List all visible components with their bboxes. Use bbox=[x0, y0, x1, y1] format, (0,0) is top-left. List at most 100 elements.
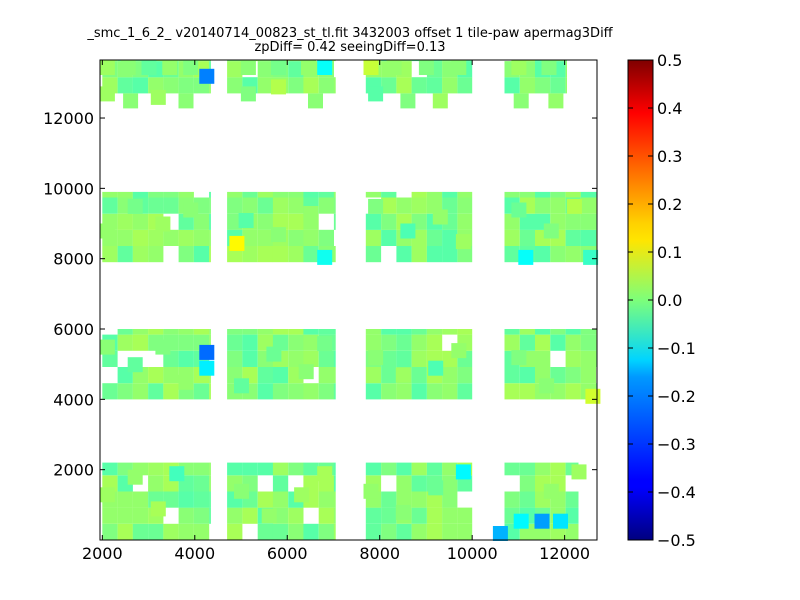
heatmap-cell bbox=[411, 229, 427, 246]
heatmap-cell bbox=[148, 77, 164, 94]
heatmap-cell bbox=[272, 246, 289, 263]
heatmap-cell bbox=[257, 229, 273, 246]
heatmap-cell bbox=[272, 462, 289, 476]
heatmap-cell bbox=[266, 346, 282, 362]
heatmap-cell bbox=[318, 507, 334, 524]
heatmap-cell bbox=[155, 216, 171, 232]
heatmap-cell bbox=[242, 246, 258, 263]
heatmap-cell bbox=[504, 491, 520, 508]
heatmap-cell bbox=[442, 246, 458, 263]
heatmap-cell bbox=[543, 223, 559, 239]
heatmap-cell bbox=[199, 360, 215, 376]
heatmap-cell bbox=[333, 367, 336, 384]
heatmap-cell bbox=[272, 491, 289, 508]
heatmap-cell bbox=[365, 191, 382, 198]
heatmap-cell bbox=[333, 475, 336, 492]
heatmap-cell bbox=[457, 246, 473, 263]
heatmap-cell bbox=[381, 462, 397, 476]
heatmap-cell bbox=[381, 383, 397, 400]
heatmap-cell bbox=[365, 329, 382, 335]
heatmap-cell bbox=[227, 213, 243, 230]
heatmap-cell bbox=[120, 60, 136, 75]
heatmap-cell bbox=[238, 213, 254, 228]
heatmap-cell bbox=[519, 77, 536, 94]
heatmap-cell bbox=[162, 60, 178, 75]
heatmap-cell bbox=[209, 491, 211, 508]
heatmap-cell bbox=[193, 491, 210, 508]
heatmap-cell bbox=[303, 229, 319, 246]
heatmap-cell bbox=[411, 462, 427, 476]
heatmap-cell bbox=[550, 197, 566, 214]
heatmap-cell bbox=[457, 191, 473, 198]
heatmap-cell bbox=[411, 367, 427, 384]
heatmap-cell bbox=[117, 229, 133, 246]
heatmap-cell bbox=[535, 197, 551, 214]
heatmap-cell bbox=[333, 246, 336, 263]
heatmap-cell bbox=[99, 60, 115, 75]
heatmap-cell bbox=[318, 367, 334, 384]
heatmap-cell bbox=[333, 60, 336, 62]
heatmap-cell bbox=[365, 246, 382, 263]
heatmap-cell bbox=[193, 329, 210, 335]
heatmap-cell bbox=[580, 350, 597, 367]
heatmap-cell bbox=[199, 344, 215, 360]
colorbar-tick-label: 0.5 bbox=[657, 51, 682, 70]
heatmap-cell bbox=[132, 329, 149, 335]
heatmap-cell bbox=[288, 334, 304, 351]
heatmap-cell bbox=[365, 367, 382, 384]
heatmap-cell bbox=[550, 383, 566, 400]
heatmap-cell bbox=[193, 60, 210, 62]
heatmap-cell bbox=[381, 191, 397, 198]
heatmap-cell bbox=[132, 191, 149, 198]
heatmap-cell bbox=[565, 61, 567, 78]
heatmap-cell bbox=[535, 77, 551, 94]
heatmap-cell bbox=[396, 329, 412, 335]
heatmap-cell bbox=[227, 507, 243, 524]
heatmap-cell bbox=[580, 191, 597, 198]
heatmap-cell bbox=[565, 77, 567, 94]
heatmap-cell bbox=[209, 507, 211, 524]
heatmap-cell bbox=[193, 383, 210, 400]
heatmap-cell bbox=[519, 191, 536, 198]
heatmap-cell bbox=[117, 383, 133, 400]
heatmap-cell bbox=[451, 343, 467, 359]
heatmap-cell bbox=[426, 462, 443, 476]
heatmap-cell bbox=[411, 191, 427, 198]
heatmap-cell bbox=[550, 334, 566, 351]
heatmap-cell bbox=[178, 350, 194, 367]
heatmap-cell bbox=[303, 206, 319, 221]
heatmap-cell bbox=[365, 213, 382, 230]
colorbar-tick-label: −0.5 bbox=[657, 531, 696, 550]
heatmap-cell bbox=[229, 235, 245, 251]
heatmap-cell bbox=[132, 246, 149, 263]
heatmap-cell bbox=[426, 229, 443, 246]
heatmap-cell bbox=[272, 523, 289, 540]
heatmap-cell bbox=[272, 383, 289, 400]
heatmap-cell bbox=[550, 191, 566, 198]
heatmap-cell bbox=[127, 357, 143, 373]
heatmap-cell bbox=[288, 462, 304, 476]
heatmap-cell bbox=[519, 329, 536, 335]
heatmap-cell bbox=[442, 507, 458, 524]
heatmap-cell bbox=[381, 523, 397, 540]
heatmap-cell bbox=[333, 491, 336, 508]
heatmap-cell bbox=[303, 383, 319, 400]
heatmap-cell bbox=[541, 60, 557, 75]
heatmap-cell bbox=[163, 383, 179, 400]
heatmap-cell bbox=[242, 229, 258, 246]
heatmap-cell bbox=[333, 213, 336, 230]
heatmap-cell bbox=[117, 523, 133, 540]
heatmap-cell bbox=[442, 523, 458, 540]
heatmap-cell bbox=[396, 350, 412, 367]
heatmap-cell bbox=[504, 246, 520, 263]
heatmap-cell bbox=[504, 213, 520, 230]
heatmap-cell bbox=[457, 197, 473, 214]
x-tick-label: 6000 bbox=[267, 544, 308, 563]
heatmap-cell bbox=[257, 191, 273, 198]
heatmap-cell bbox=[193, 246, 210, 263]
heatmap-cell bbox=[511, 202, 527, 218]
heatmap-cell bbox=[539, 378, 555, 394]
heatmap-cell bbox=[518, 249, 534, 265]
